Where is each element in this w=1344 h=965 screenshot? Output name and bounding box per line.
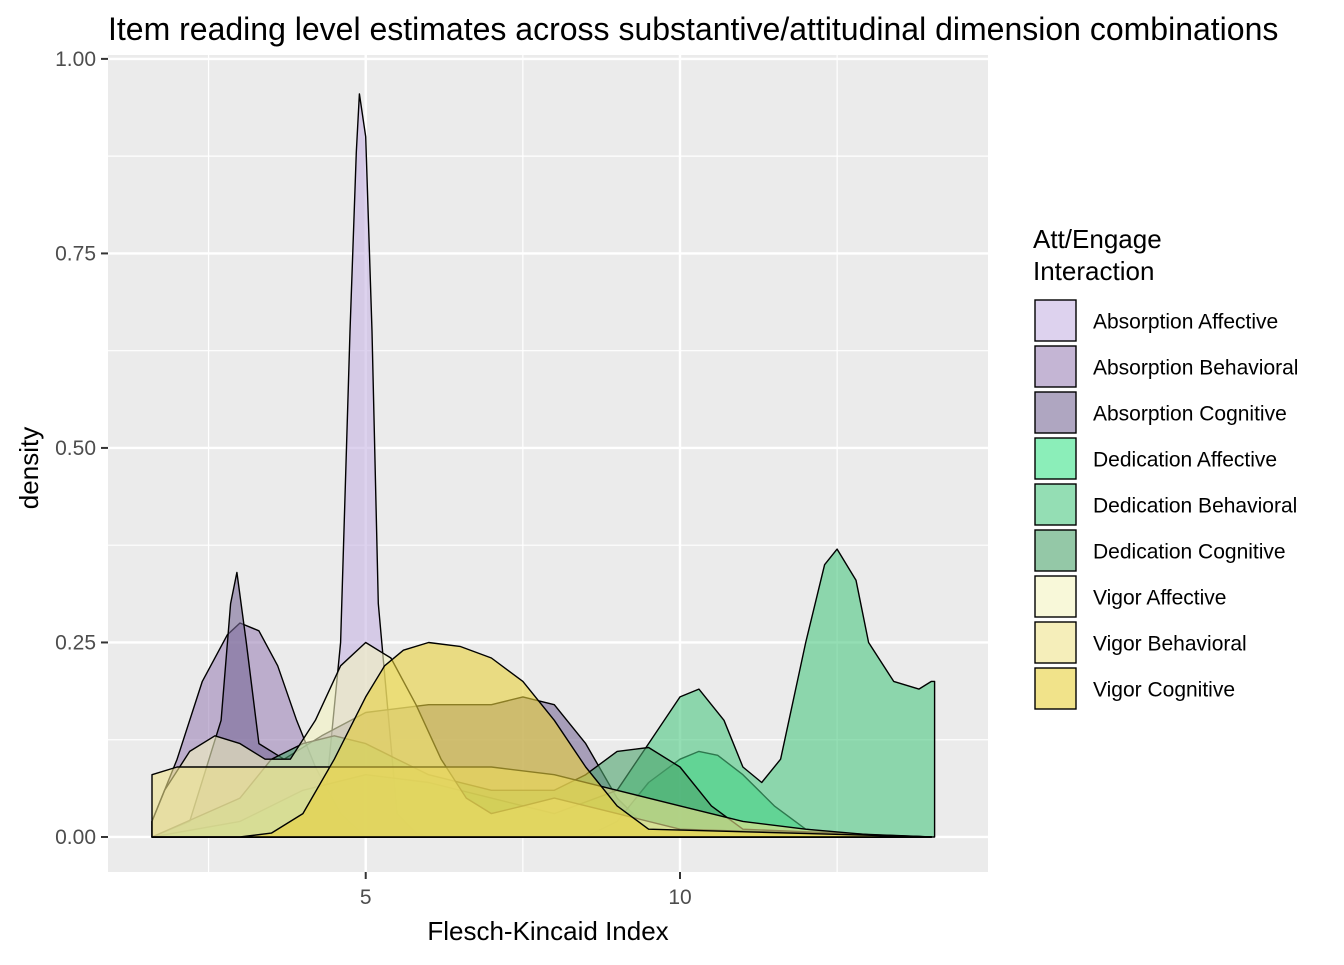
density-area-vigor-cognitive — [151, 641, 933, 838]
legend-label: Absorption Behavioral — [1093, 357, 1298, 380]
legend-key-vigor-affective — [1034, 575, 1077, 618]
y-tick-label: 1.00 — [55, 48, 96, 71]
y-tick-label: 0.75 — [55, 242, 96, 265]
legend-key-dedication-behavioral — [1034, 483, 1077, 526]
legend-key-absorption-affective — [1034, 299, 1077, 342]
legend-key-dedication-cognitive — [1034, 529, 1077, 572]
legend-label: Dedication Cognitive — [1093, 541, 1286, 564]
x-axis-label: Flesch-Kincaid Index — [427, 916, 668, 946]
chart-title: Item reading level estimates across subs… — [108, 11, 1278, 47]
legend-key-vigor-cognitive — [1034, 667, 1077, 710]
legend-key-absorption-cognitive — [1034, 391, 1077, 434]
legend-label: Absorption Affective — [1093, 311, 1278, 334]
legend-label: Vigor Affective — [1093, 587, 1226, 610]
y-tick-label: 0.00 — [55, 826, 96, 849]
legend-label: Vigor Behavioral — [1093, 633, 1247, 656]
x-tick-label: 5 — [360, 886, 372, 909]
legend-key-vigor-behavioral — [1034, 621, 1077, 664]
legend: Att/Engage Interaction Absorption Affect… — [1033, 224, 1298, 710]
y-tick-label: 0.50 — [55, 437, 96, 460]
legend-label: Dedication Behavioral — [1093, 495, 1297, 518]
legend-label: Vigor Cognitive — [1093, 679, 1235, 702]
legend-label: Dedication Affective — [1093, 449, 1277, 472]
axes: 5 10 0.00 0.25 0.50 0.75 1.00 — [55, 48, 692, 909]
legend-key-dedication-affective — [1034, 437, 1077, 480]
legend-key-absorption-behavioral — [1034, 345, 1077, 388]
x-tick-label: 10 — [668, 886, 691, 909]
y-axis-label: density — [14, 427, 44, 509]
density-areas — [151, 93, 936, 838]
legend-title-line1: Att/Engage — [1033, 224, 1162, 254]
legend-title-line2: Interaction — [1033, 256, 1154, 286]
y-tick-label: 0.25 — [55, 631, 96, 654]
legend-label: Absorption Cognitive — [1093, 403, 1287, 426]
